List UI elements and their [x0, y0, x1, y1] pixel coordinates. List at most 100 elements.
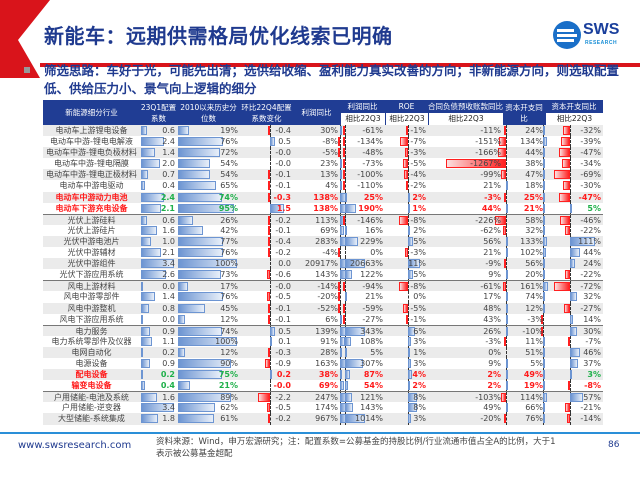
roe-positive-bar — [408, 403, 417, 413]
coef-value: 0.2 — [162, 347, 175, 357]
capex_vs-negative-bar — [562, 126, 570, 135]
profit-vs-value: -134% — [357, 137, 383, 147]
profit-vs-value: 1014% — [355, 414, 383, 424]
contract-axis — [506, 191, 507, 203]
capex_vs-positive-bar — [570, 358, 579, 368]
profit_vs-negative-bar — [343, 181, 345, 191]
page-number: 86 — [608, 440, 620, 450]
pct-data-bar — [178, 225, 203, 235]
chg-value: -0.2 — [275, 414, 291, 424]
capex_vs-axis — [570, 158, 571, 170]
profit-value: 283% — [315, 236, 338, 246]
pct-value: 54% — [220, 159, 238, 169]
roe-negative-bar — [403, 170, 408, 180]
chg-positive-bar — [270, 137, 275, 147]
roe-axis — [408, 147, 409, 159]
contract-negative-bar — [503, 225, 506, 235]
profit-value: -8% — [322, 137, 338, 147]
capex_vs-negative-bar — [554, 170, 570, 180]
chg-negative-bar — [266, 270, 270, 280]
roe-value: -3% — [410, 248, 426, 258]
contract-negative-bar — [504, 259, 506, 269]
pct-value: 12% — [220, 347, 238, 357]
capex-positive-bar — [543, 170, 545, 180]
contract-axis — [506, 281, 507, 293]
profit-positive-bar — [340, 159, 342, 169]
website-link[interactable]: www.swsresearch.com — [18, 440, 132, 451]
profit-vs-value: 54% — [363, 381, 383, 391]
contract-positive-bar — [506, 370, 508, 380]
chg-value: -0.3 — [275, 347, 291, 357]
coef-value: 1.4 — [162, 148, 175, 158]
contract-value: 48% — [483, 303, 501, 313]
header-capex: 资本开支同比 — [505, 103, 543, 123]
capex_vs-axis — [570, 335, 571, 347]
roe-positive-bar — [408, 225, 411, 235]
capex_vs-negative-bar — [559, 148, 570, 158]
capex-vs-value: -32% — [580, 126, 601, 135]
coef-value: 3.4 — [162, 403, 175, 413]
profit-vs-value: -146% — [357, 215, 383, 225]
capex-positive-bar — [543, 159, 545, 169]
header-pct: 2010以来历史分位数 — [180, 103, 237, 123]
capex_vs-negative-bar — [563, 181, 570, 191]
contract-positive-bar — [506, 181, 508, 191]
contract-axis — [506, 224, 507, 236]
contract-negative-bar — [498, 148, 506, 158]
sector-name: 风电中游整机 — [67, 303, 116, 313]
profit_vs-axis — [345, 147, 346, 159]
contract-negative-bar — [498, 137, 506, 147]
pct-value: 61% — [220, 414, 238, 424]
profit-positive-bar — [340, 181, 342, 191]
profit_vs-positive-bar — [345, 225, 347, 235]
capex-positive-bar — [543, 381, 545, 391]
chg-negative-bar — [268, 192, 270, 202]
capex-vs-value: 37% — [583, 358, 601, 368]
capex_vs-negative-bar — [559, 192, 570, 202]
capex-vs-value: 57% — [583, 393, 601, 403]
description: 筛选思路：车好于光，可能先出清；选供给收缩、盈利能力真实改善的方向；非新能源方向… — [44, 63, 620, 96]
sector-name: 电动车上游锂电设备 — [55, 126, 128, 135]
capex-vs-value: -22% — [580, 270, 601, 280]
chg-axis — [270, 302, 271, 314]
sector-name: 电力服务 — [75, 326, 108, 336]
roe-value: 3% — [413, 414, 426, 424]
pct-value: 100% — [215, 259, 238, 269]
profit-vs-value: -48% — [362, 148, 383, 158]
table-row: 风电下游应用系统 0.0 12% -0.1 6% -27% -1% 43% -3% 14% — [43, 313, 603, 325]
roe-axis — [408, 281, 409, 293]
contract-positive-bar — [506, 358, 508, 368]
roe-axis — [408, 169, 409, 181]
contract-axis — [506, 335, 507, 347]
table-row: 户用储能-逆变器 3.4 62% -0.5 174% 143% 8% 49% 66% -21% — [43, 402, 603, 414]
roe-negative-bar — [406, 126, 408, 135]
capex-positive-bar — [543, 358, 545, 368]
bullet-icon — [24, 67, 30, 73]
pct-value: 76% — [220, 137, 238, 147]
sector-name: 电动车中游-锂电负极材料 — [46, 148, 137, 158]
capex-value: 74% — [525, 292, 543, 302]
page-title: 新能车：远期供需格局优化线索已明确 — [44, 24, 393, 48]
contract-negative-bar — [446, 159, 506, 169]
capex_vs-positive-bar — [570, 393, 583, 403]
roe-negative-bar — [405, 181, 408, 191]
profit-vs-value: 108% — [360, 336, 383, 346]
contract-value: -11% — [480, 126, 501, 135]
coef-value: 2.4 — [162, 137, 175, 147]
roe-positive-bar — [408, 326, 415, 336]
header-chg: 环比22Q4配置系数变化 — [241, 103, 292, 123]
profit-axis — [340, 281, 341, 293]
contract-value: -61% — [480, 282, 501, 292]
contract-value: 49% — [483, 403, 501, 413]
profit_vs-positive-bar — [345, 347, 347, 357]
capex_vs-negative-bar — [561, 137, 570, 147]
sector-name: 光伏中游组件 — [67, 259, 116, 269]
chg-value: -0.1 — [275, 225, 291, 235]
sector-name: 电动车中游-锂电正极材料 — [46, 170, 137, 180]
table-row: 光伏上游硅片 1.6 42% -0.1 69% 16% 2% -62% 32% -22% — [43, 224, 603, 236]
profit_vs-positive-bar — [345, 370, 350, 380]
coef-value: 0.6 — [162, 126, 175, 135]
contract-axis — [506, 147, 507, 159]
pct-data-bar — [178, 358, 232, 368]
pct-value: 19% — [220, 126, 238, 135]
